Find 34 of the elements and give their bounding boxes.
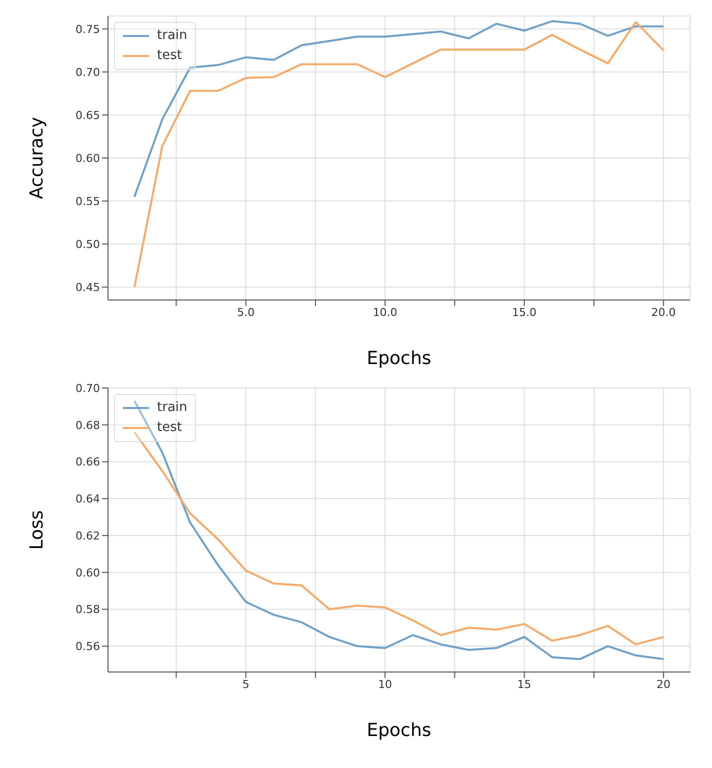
legend-label: test: [157, 47, 182, 65]
y-axis-title: Accuracy: [26, 116, 48, 200]
legend-label: train: [157, 27, 188, 45]
x-tick-label: 5: [242, 678, 250, 691]
legend-label: train: [157, 399, 188, 417]
y-tick-label: 0.55: [76, 194, 100, 208]
y-tick-label: 0.62: [76, 529, 100, 542]
y-tick-label: 0.75: [76, 22, 100, 36]
line-series: [133, 20, 665, 198]
y-axis-title: Loss: [26, 510, 48, 550]
y-tick-label: 0.50: [76, 238, 100, 251]
y-tick-label: 0.65: [76, 108, 100, 122]
x-tick-label: 10: [378, 678, 392, 691]
y-tick-label: 0.56: [76, 640, 100, 654]
y-tick-label: 0.66: [76, 456, 100, 469]
y-tick-label: 0.58: [76, 603, 100, 616]
y-tick-label: 0.64: [76, 492, 100, 506]
x-tick-label: 5.0: [237, 306, 255, 319]
y-tick-label: 0.68: [76, 418, 100, 432]
y-tick-label: 0.45: [76, 280, 100, 294]
x-tick-label: 10.0: [372, 306, 398, 319]
line-series: [133, 21, 665, 288]
line-series: [133, 431, 665, 646]
x-tick-label: 15: [517, 678, 532, 691]
x-tick-label: 20: [656, 678, 671, 691]
x-tick-label: 20.0: [651, 306, 676, 319]
x-tick-label: 15.0: [512, 306, 537, 319]
y-tick-label: 0.60: [76, 566, 100, 580]
x-axis-title: Epochs: [366, 348, 432, 369]
x-axis-title: Epochs: [366, 720, 432, 741]
y-tick-label: 0.60: [76, 152, 100, 165]
y-tick-label: 0.70: [76, 382, 100, 395]
y-tick-label: 0.70: [76, 66, 100, 79]
legend-label: test: [157, 419, 182, 437]
